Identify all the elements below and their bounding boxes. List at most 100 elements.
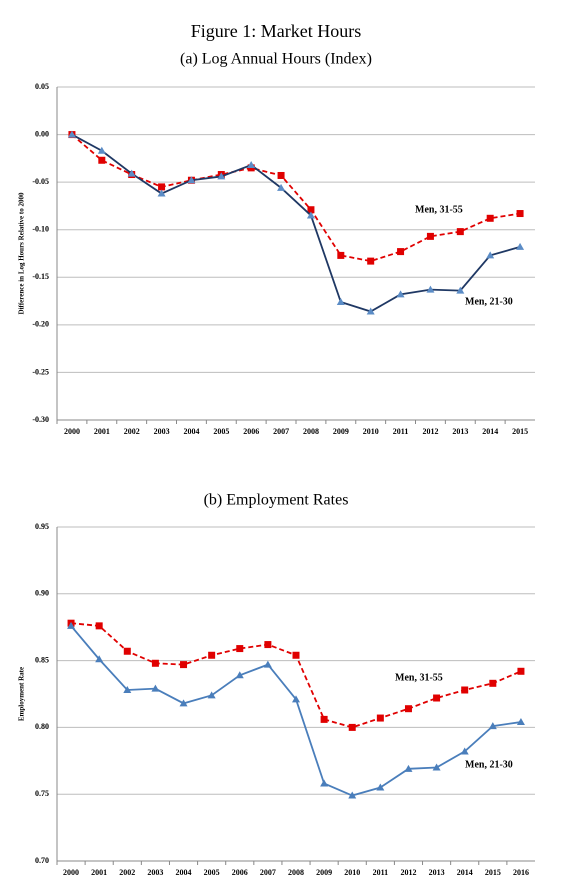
marker xyxy=(486,251,495,259)
marker xyxy=(433,694,441,702)
marker xyxy=(67,130,76,138)
marker xyxy=(208,651,216,659)
marker xyxy=(207,691,216,699)
marker xyxy=(461,686,469,694)
marker xyxy=(264,641,272,649)
marker xyxy=(157,189,166,197)
marker xyxy=(517,667,525,675)
x-tick-label: 2006 xyxy=(232,868,248,877)
marker xyxy=(179,699,188,707)
x-tick-label: 2010 xyxy=(344,868,360,877)
marker xyxy=(67,621,76,629)
x-tick-label: 2000 xyxy=(63,868,79,877)
marker xyxy=(320,715,328,723)
y-tick-label: 0.90 xyxy=(35,589,49,598)
y-axis-label: Employment Rate xyxy=(18,667,26,721)
y-tick-label: 0.85 xyxy=(35,655,49,664)
x-tick-label: 2015 xyxy=(512,427,528,436)
x-tick-label: 2002 xyxy=(124,427,140,436)
figure-title: Figure 1: Market Hours xyxy=(191,21,361,41)
marker xyxy=(247,161,256,169)
marker xyxy=(95,655,104,663)
y-tick-label: 0.70 xyxy=(35,856,49,865)
marker xyxy=(217,172,226,180)
marker xyxy=(98,156,106,164)
y-tick-label: -0.30 xyxy=(32,415,49,424)
x-tick-label: 2003 xyxy=(154,427,170,436)
x-tick-label: 2007 xyxy=(260,868,276,877)
x-tick-label: 2001 xyxy=(94,427,110,436)
marker xyxy=(404,705,412,713)
x-tick-label: 2011 xyxy=(373,868,389,877)
y-tick-label: -0.20 xyxy=(32,320,49,329)
x-tick-label: 2008 xyxy=(288,868,304,877)
marker xyxy=(97,146,106,154)
marker xyxy=(426,232,434,240)
marker xyxy=(426,285,435,293)
marker xyxy=(516,210,524,218)
x-tick-label: 2007 xyxy=(273,427,289,436)
marker xyxy=(516,242,525,250)
marker xyxy=(366,307,375,315)
marker xyxy=(277,171,285,179)
y-tick-label: 0.75 xyxy=(35,789,49,798)
marker xyxy=(397,248,405,256)
y-tick-label: -0.15 xyxy=(32,272,49,281)
x-tick-label: 2002 xyxy=(119,868,135,877)
marker xyxy=(236,645,244,653)
marker xyxy=(292,695,300,703)
marker xyxy=(337,251,345,259)
x-tick-label: 2011 xyxy=(393,427,409,436)
x-tick-label: 2001 xyxy=(91,868,107,877)
marker xyxy=(489,679,497,687)
x-tick-label: 2010 xyxy=(363,427,379,436)
series-label: Men, 31-55 xyxy=(395,672,443,683)
x-tick-label: 2014 xyxy=(457,868,473,877)
marker xyxy=(235,671,244,679)
x-tick-label: 2015 xyxy=(485,868,501,877)
y-tick-label: -0.10 xyxy=(32,225,49,234)
marker xyxy=(123,685,132,693)
marker xyxy=(432,763,441,771)
y-tick-label: -0.05 xyxy=(32,177,49,186)
marker xyxy=(488,722,497,730)
marker xyxy=(516,718,525,726)
x-tick-label: 2013 xyxy=(452,427,468,436)
x-tick-label: 2006 xyxy=(243,427,259,436)
marker xyxy=(187,176,196,184)
x-tick-label: 2003 xyxy=(147,868,163,877)
x-tick-label: 2005 xyxy=(213,427,229,436)
x-tick-label: 2012 xyxy=(422,427,438,436)
marker xyxy=(456,228,464,236)
marker xyxy=(151,659,159,667)
marker xyxy=(404,764,413,772)
marker xyxy=(180,661,188,669)
marker xyxy=(263,660,272,668)
subplot-title: (b) Employment Rates xyxy=(204,492,349,509)
series-line xyxy=(70,622,522,729)
marker xyxy=(456,286,465,294)
marker xyxy=(277,183,286,191)
marker xyxy=(307,206,315,214)
marker xyxy=(123,647,131,655)
y-tick-label: -0.25 xyxy=(32,367,49,376)
x-tick-label: 2014 xyxy=(482,427,498,436)
y-axis-label: Difference in Log Hours Relative to 2000 xyxy=(18,192,26,314)
x-tick-label: 2005 xyxy=(204,868,220,877)
x-tick-label: 2004 xyxy=(183,427,199,436)
marker xyxy=(460,747,469,755)
x-tick-label: 2009 xyxy=(316,868,332,877)
marker xyxy=(367,257,375,265)
marker xyxy=(396,290,405,298)
marker xyxy=(336,298,345,306)
y-tick-label: 0.80 xyxy=(35,722,49,731)
x-tick-label: 2012 xyxy=(400,868,416,877)
series-label: Men, 31-55 xyxy=(415,204,463,215)
y-tick-label: 0.05 xyxy=(35,82,49,91)
x-tick-label: 2008 xyxy=(303,427,319,436)
series-label: Men, 21-30 xyxy=(465,759,513,770)
x-tick-label: 2009 xyxy=(333,427,349,436)
x-tick-label: 2013 xyxy=(429,868,445,877)
marker xyxy=(486,214,494,222)
